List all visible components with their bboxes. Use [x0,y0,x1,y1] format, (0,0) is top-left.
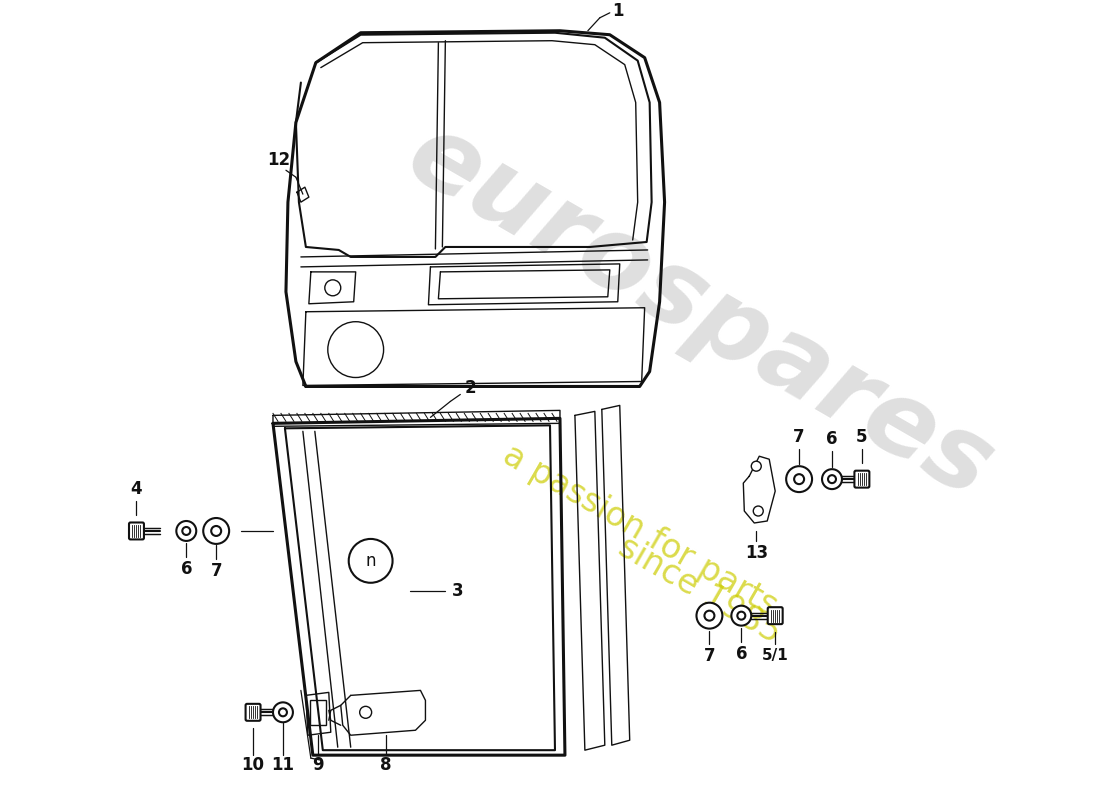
Text: 11: 11 [272,756,295,774]
Text: 4: 4 [131,480,142,498]
Text: 6: 6 [180,560,192,578]
Text: eurospares: eurospares [389,103,1010,520]
FancyBboxPatch shape [855,470,869,488]
Circle shape [204,518,229,544]
Text: 3: 3 [452,582,464,600]
FancyBboxPatch shape [129,522,144,539]
Circle shape [754,506,763,516]
Circle shape [328,322,384,378]
Circle shape [822,469,842,489]
Text: n: n [365,552,376,570]
Text: 1: 1 [612,2,624,20]
Circle shape [786,466,812,492]
Circle shape [732,606,751,626]
Circle shape [751,462,761,471]
FancyBboxPatch shape [768,607,783,624]
Circle shape [176,521,196,541]
Text: 5: 5 [856,428,868,446]
Text: 2: 2 [464,379,476,398]
Circle shape [360,706,372,718]
FancyBboxPatch shape [245,704,261,721]
Text: 7: 7 [704,646,715,665]
Text: 7: 7 [210,562,222,580]
Circle shape [349,539,393,582]
Text: 6: 6 [736,645,747,662]
Text: since 1985: since 1985 [613,531,786,650]
Text: 9: 9 [312,756,323,774]
Text: 7: 7 [793,428,805,446]
Text: 12: 12 [267,151,290,170]
Circle shape [696,602,723,629]
Circle shape [324,280,341,296]
Text: a passion for parts: a passion for parts [497,439,783,623]
Text: 5/1: 5/1 [762,648,789,663]
Text: 6: 6 [826,430,838,448]
Circle shape [273,702,293,722]
Text: 13: 13 [745,544,768,562]
Text: 8: 8 [379,756,392,774]
Bar [310,700,326,726]
Text: 10: 10 [242,756,265,774]
